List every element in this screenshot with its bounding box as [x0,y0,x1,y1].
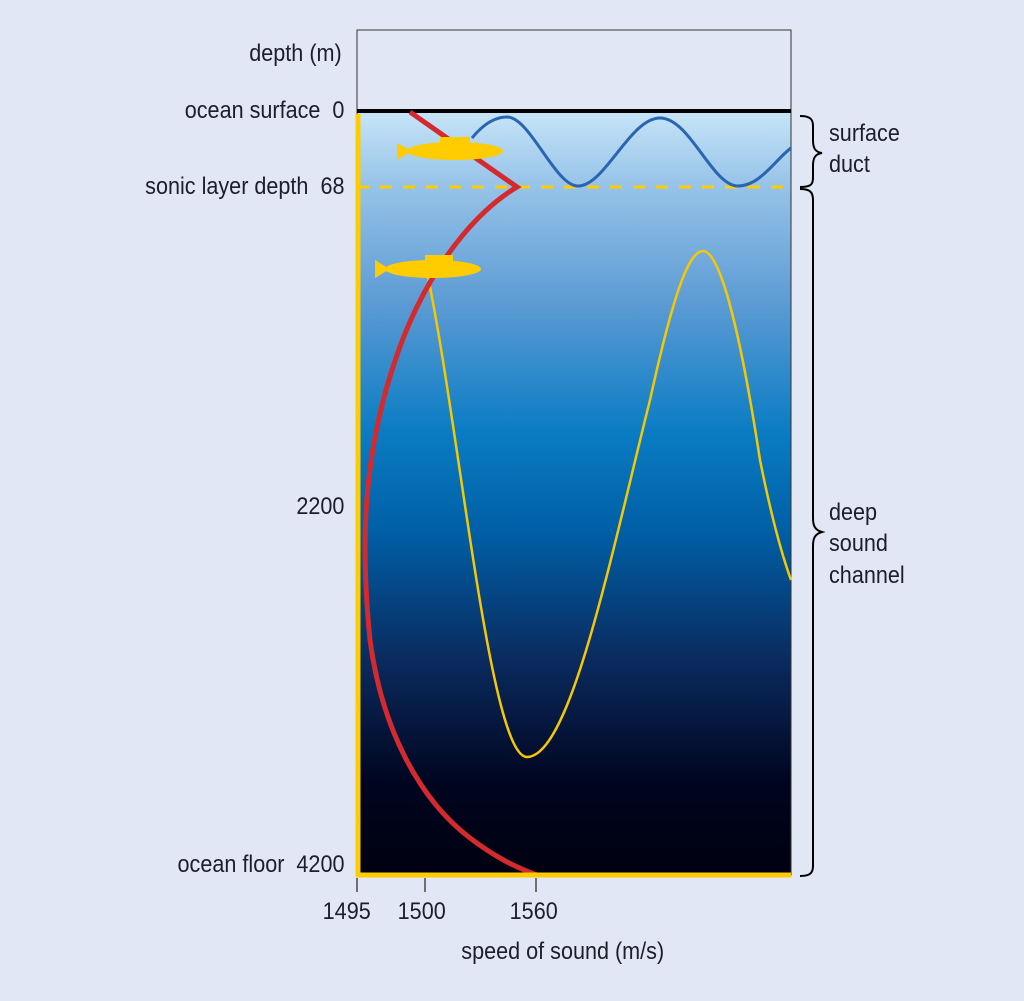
surface-duct-label-line2: duct [829,151,870,178]
surface-duct-bracket [799,115,823,188]
surface-duct-label-line1: surface [829,120,900,147]
label-depth-2200: 2200 [295,493,344,520]
label-sonic-layer-depth: sonic layer depth 68 [144,173,344,200]
deep-channel-bracket [799,188,826,877]
submarine-deep-icon [375,255,481,278]
tick-label-1495: 1495 [322,898,371,925]
tick-label-1560: 1560 [509,898,558,925]
deep-channel-label-line2: sound [829,530,888,557]
label-ocean-surface: ocean surface 0 [184,97,344,124]
deep-channel-label-line1: deep [829,499,878,526]
surface-duct-ray [470,115,792,188]
deep-channel-label-line3: channel [829,562,905,589]
depth-axis-title: depth (m) [249,40,342,67]
deep-channel-ray [425,249,793,759]
x-axis-ticks [356,878,537,892]
air-region [356,29,792,112]
speed-axis-title: speed of sound (m/s) [461,938,665,965]
submarine-surface-icon [397,137,503,160]
tick-label-1500: 1500 [397,898,446,925]
label-ocean-floor: ocean floor 4200 [177,851,344,878]
water-column [356,111,792,876]
